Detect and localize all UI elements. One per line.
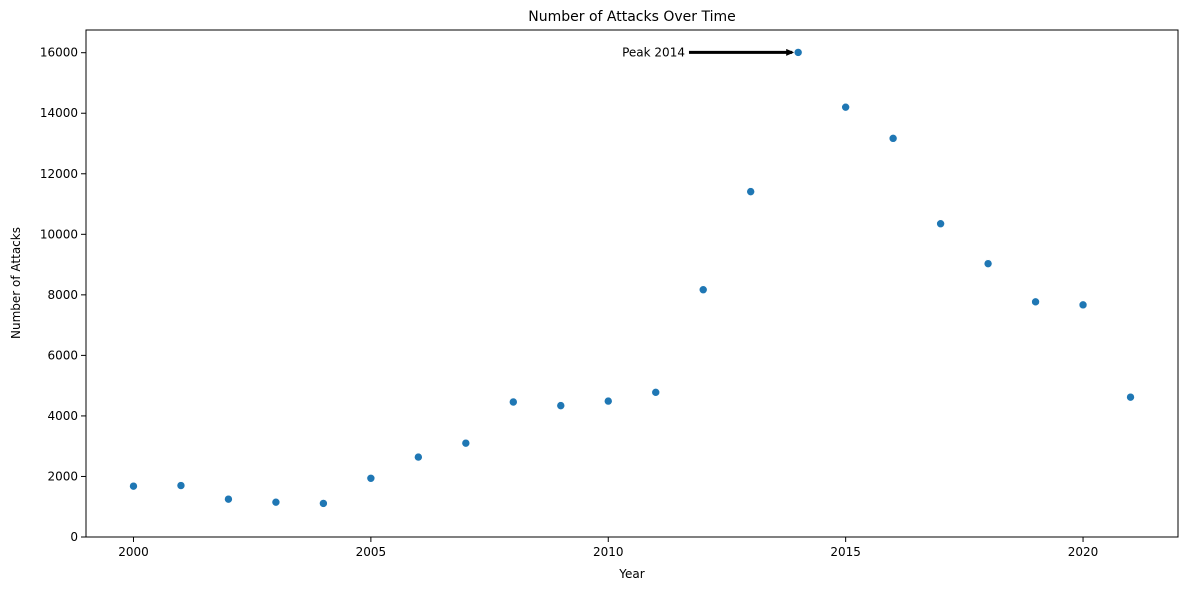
data-point [746, 187, 755, 196]
y-tick-label: 12000 [40, 167, 78, 181]
data-point [603, 396, 613, 406]
data-point [1126, 392, 1135, 402]
data-point [129, 481, 138, 491]
plot-area: 2000 2005 2010 2015 2020 0 2000 4000 6000 8000 100… [40, 29, 1179, 559]
data-point [366, 473, 376, 483]
data-point [556, 401, 566, 410]
y-tick-label: 4000 [47, 409, 78, 423]
data-point [793, 48, 803, 57]
x-tick-label: 2005 [356, 545, 387, 559]
data-point [319, 499, 328, 508]
data-point [1078, 300, 1088, 310]
y-axis-label: Number of Attacks [9, 227, 23, 339]
data-point [414, 452, 423, 462]
data-point [461, 438, 471, 448]
x-tick-label: 2000 [118, 545, 149, 559]
y-tick-label: 6000 [47, 348, 78, 362]
data-point [651, 388, 661, 397]
data-point [983, 259, 993, 268]
y-tick-label: 14000 [40, 106, 78, 120]
data-point [698, 285, 708, 295]
data-point [509, 397, 518, 407]
y-tick-label: 10000 [40, 227, 78, 241]
annotations: Peak 2014 [622, 45, 795, 59]
y-tick-label: 16000 [40, 46, 78, 60]
data-point [841, 102, 850, 112]
data-point [1031, 297, 1040, 307]
plot-frame [85, 29, 1179, 538]
x-tick-label: 2015 [830, 545, 861, 559]
y-tick-label: 0 [70, 530, 78, 544]
data-point [936, 219, 945, 229]
data-point [271, 497, 281, 507]
y-tick-label: 8000 [47, 288, 78, 302]
data-point [176, 481, 186, 490]
data-points [129, 48, 1135, 508]
x-tick-label: 2020 [1068, 545, 1099, 559]
x-axis-label: Year [618, 567, 644, 581]
y-tick-label: 2000 [47, 469, 78, 483]
chart-title: Number of Attacks Over Time [528, 9, 735, 25]
data-point [888, 134, 898, 143]
peak-annotation-label: Peak 2014 [622, 45, 685, 59]
data-point [224, 494, 233, 504]
x-tick-label: 2010 [593, 545, 624, 559]
